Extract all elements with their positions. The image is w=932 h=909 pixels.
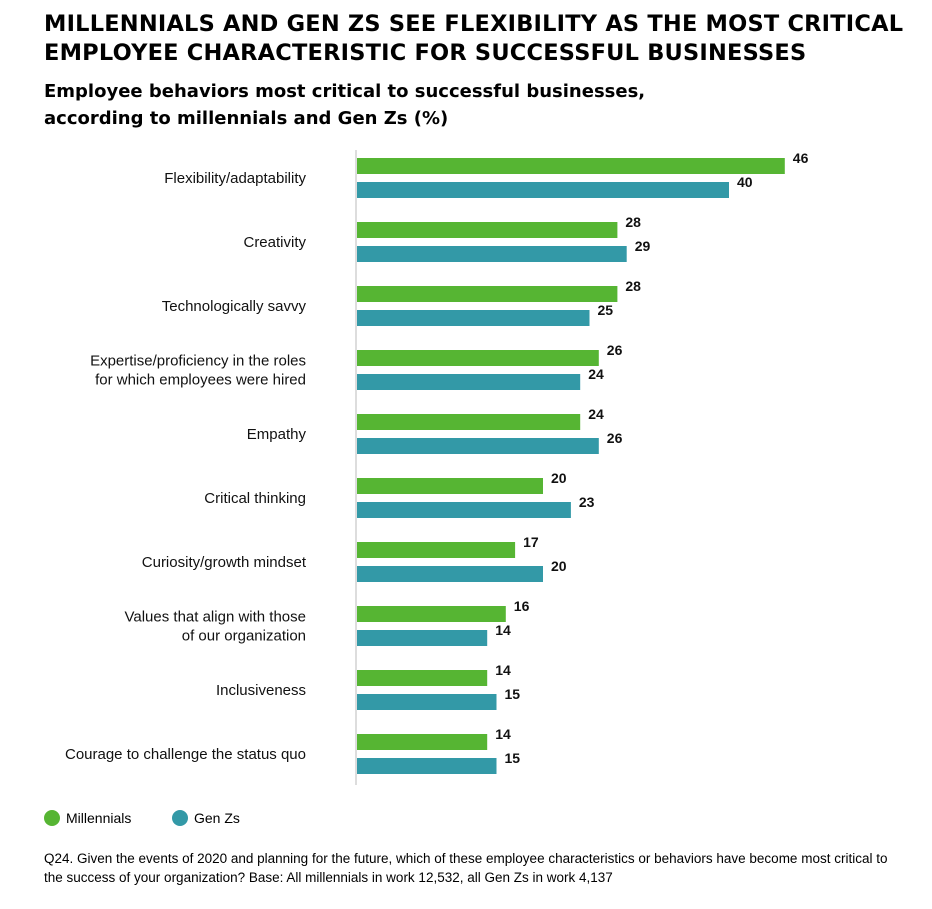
legend-label-genzs: Gen Zs bbox=[194, 810, 240, 826]
bar-genzs bbox=[357, 374, 581, 390]
data-label-millennials: 24 bbox=[588, 406, 604, 422]
bar-genzs bbox=[357, 502, 571, 518]
legend-swatch-genzs bbox=[172, 810, 188, 826]
bar-millennials bbox=[357, 542, 516, 558]
data-label-millennials: 14 bbox=[495, 662, 511, 678]
category-label: Curiosity/growth mindset bbox=[142, 554, 307, 571]
bar-genzs bbox=[357, 438, 599, 454]
data-label-genzs: 29 bbox=[635, 238, 651, 254]
bar-chart: Flexibility/adaptability 46 40 Creativity 28… bbox=[65, 150, 809, 785]
category-label: Courage to challenge the status quo bbox=[65, 746, 306, 763]
category-label: Empathy bbox=[247, 426, 307, 443]
category-label: Critical thinking bbox=[204, 490, 306, 507]
data-label-genzs: 26 bbox=[607, 430, 623, 446]
category-label: Creativity bbox=[243, 234, 306, 251]
bar-genzs bbox=[357, 566, 543, 582]
bar-millennials bbox=[357, 606, 506, 622]
category-label: Flexibility/adaptability bbox=[164, 170, 306, 187]
category-label: Inclusiveness bbox=[216, 682, 306, 699]
legend-item-genzs: Gen Zs bbox=[172, 810, 240, 826]
data-label-genzs: 14 bbox=[495, 622, 511, 638]
data-label-genzs: 24 bbox=[588, 366, 604, 382]
data-label-millennials: 26 bbox=[607, 342, 623, 358]
bar-genzs bbox=[357, 310, 590, 326]
data-label-genzs: 23 bbox=[579, 494, 595, 510]
data-label-genzs: 15 bbox=[505, 750, 521, 766]
category-label: Expertise/proficiency in the roles for wh… bbox=[90, 353, 306, 389]
data-label-genzs: 15 bbox=[505, 686, 521, 702]
chart-title: MILLENNIALS AND GEN ZS SEE FLEXIBILITY A… bbox=[44, 11, 904, 66]
data-label-millennials: 14 bbox=[495, 726, 511, 742]
bar-millennials bbox=[357, 158, 785, 174]
bar-millennials bbox=[357, 734, 488, 750]
footnote: Q24. Given the events of 2020 and planni… bbox=[44, 851, 888, 885]
data-label-genzs: 40 bbox=[737, 174, 753, 190]
bar-millennials bbox=[357, 222, 618, 238]
bar-millennials bbox=[357, 350, 599, 366]
chart-subtitle: Employee behaviors most critical to succ… bbox=[44, 81, 646, 129]
bar-millennials bbox=[357, 286, 618, 302]
bar-genzs bbox=[357, 182, 729, 198]
data-label-millennials: 46 bbox=[793, 150, 809, 166]
data-label-millennials: 28 bbox=[625, 278, 641, 294]
data-label-genzs: 25 bbox=[598, 302, 614, 318]
data-label-millennials: 16 bbox=[514, 598, 530, 614]
bar-genzs bbox=[357, 694, 497, 710]
data-label-millennials: 17 bbox=[523, 534, 539, 550]
data-label-millennials: 28 bbox=[625, 214, 641, 230]
bar-genzs bbox=[357, 630, 488, 646]
category-label: Technologically savvy bbox=[162, 298, 307, 315]
data-label-millennials: 20 bbox=[551, 470, 567, 486]
bar-millennials bbox=[357, 478, 543, 494]
legend-swatch-millennials bbox=[44, 810, 60, 826]
bar-millennials bbox=[357, 414, 581, 430]
data-label-genzs: 20 bbox=[551, 558, 567, 574]
category-label: Values that align with those of our organ… bbox=[124, 609, 306, 645]
legend-label-millennials: Millennials bbox=[66, 810, 132, 826]
bar-genzs bbox=[357, 758, 497, 774]
bar-genzs bbox=[357, 246, 627, 262]
bar-millennials bbox=[357, 670, 488, 686]
legend-item-millennials: Millennials bbox=[44, 810, 131, 826]
